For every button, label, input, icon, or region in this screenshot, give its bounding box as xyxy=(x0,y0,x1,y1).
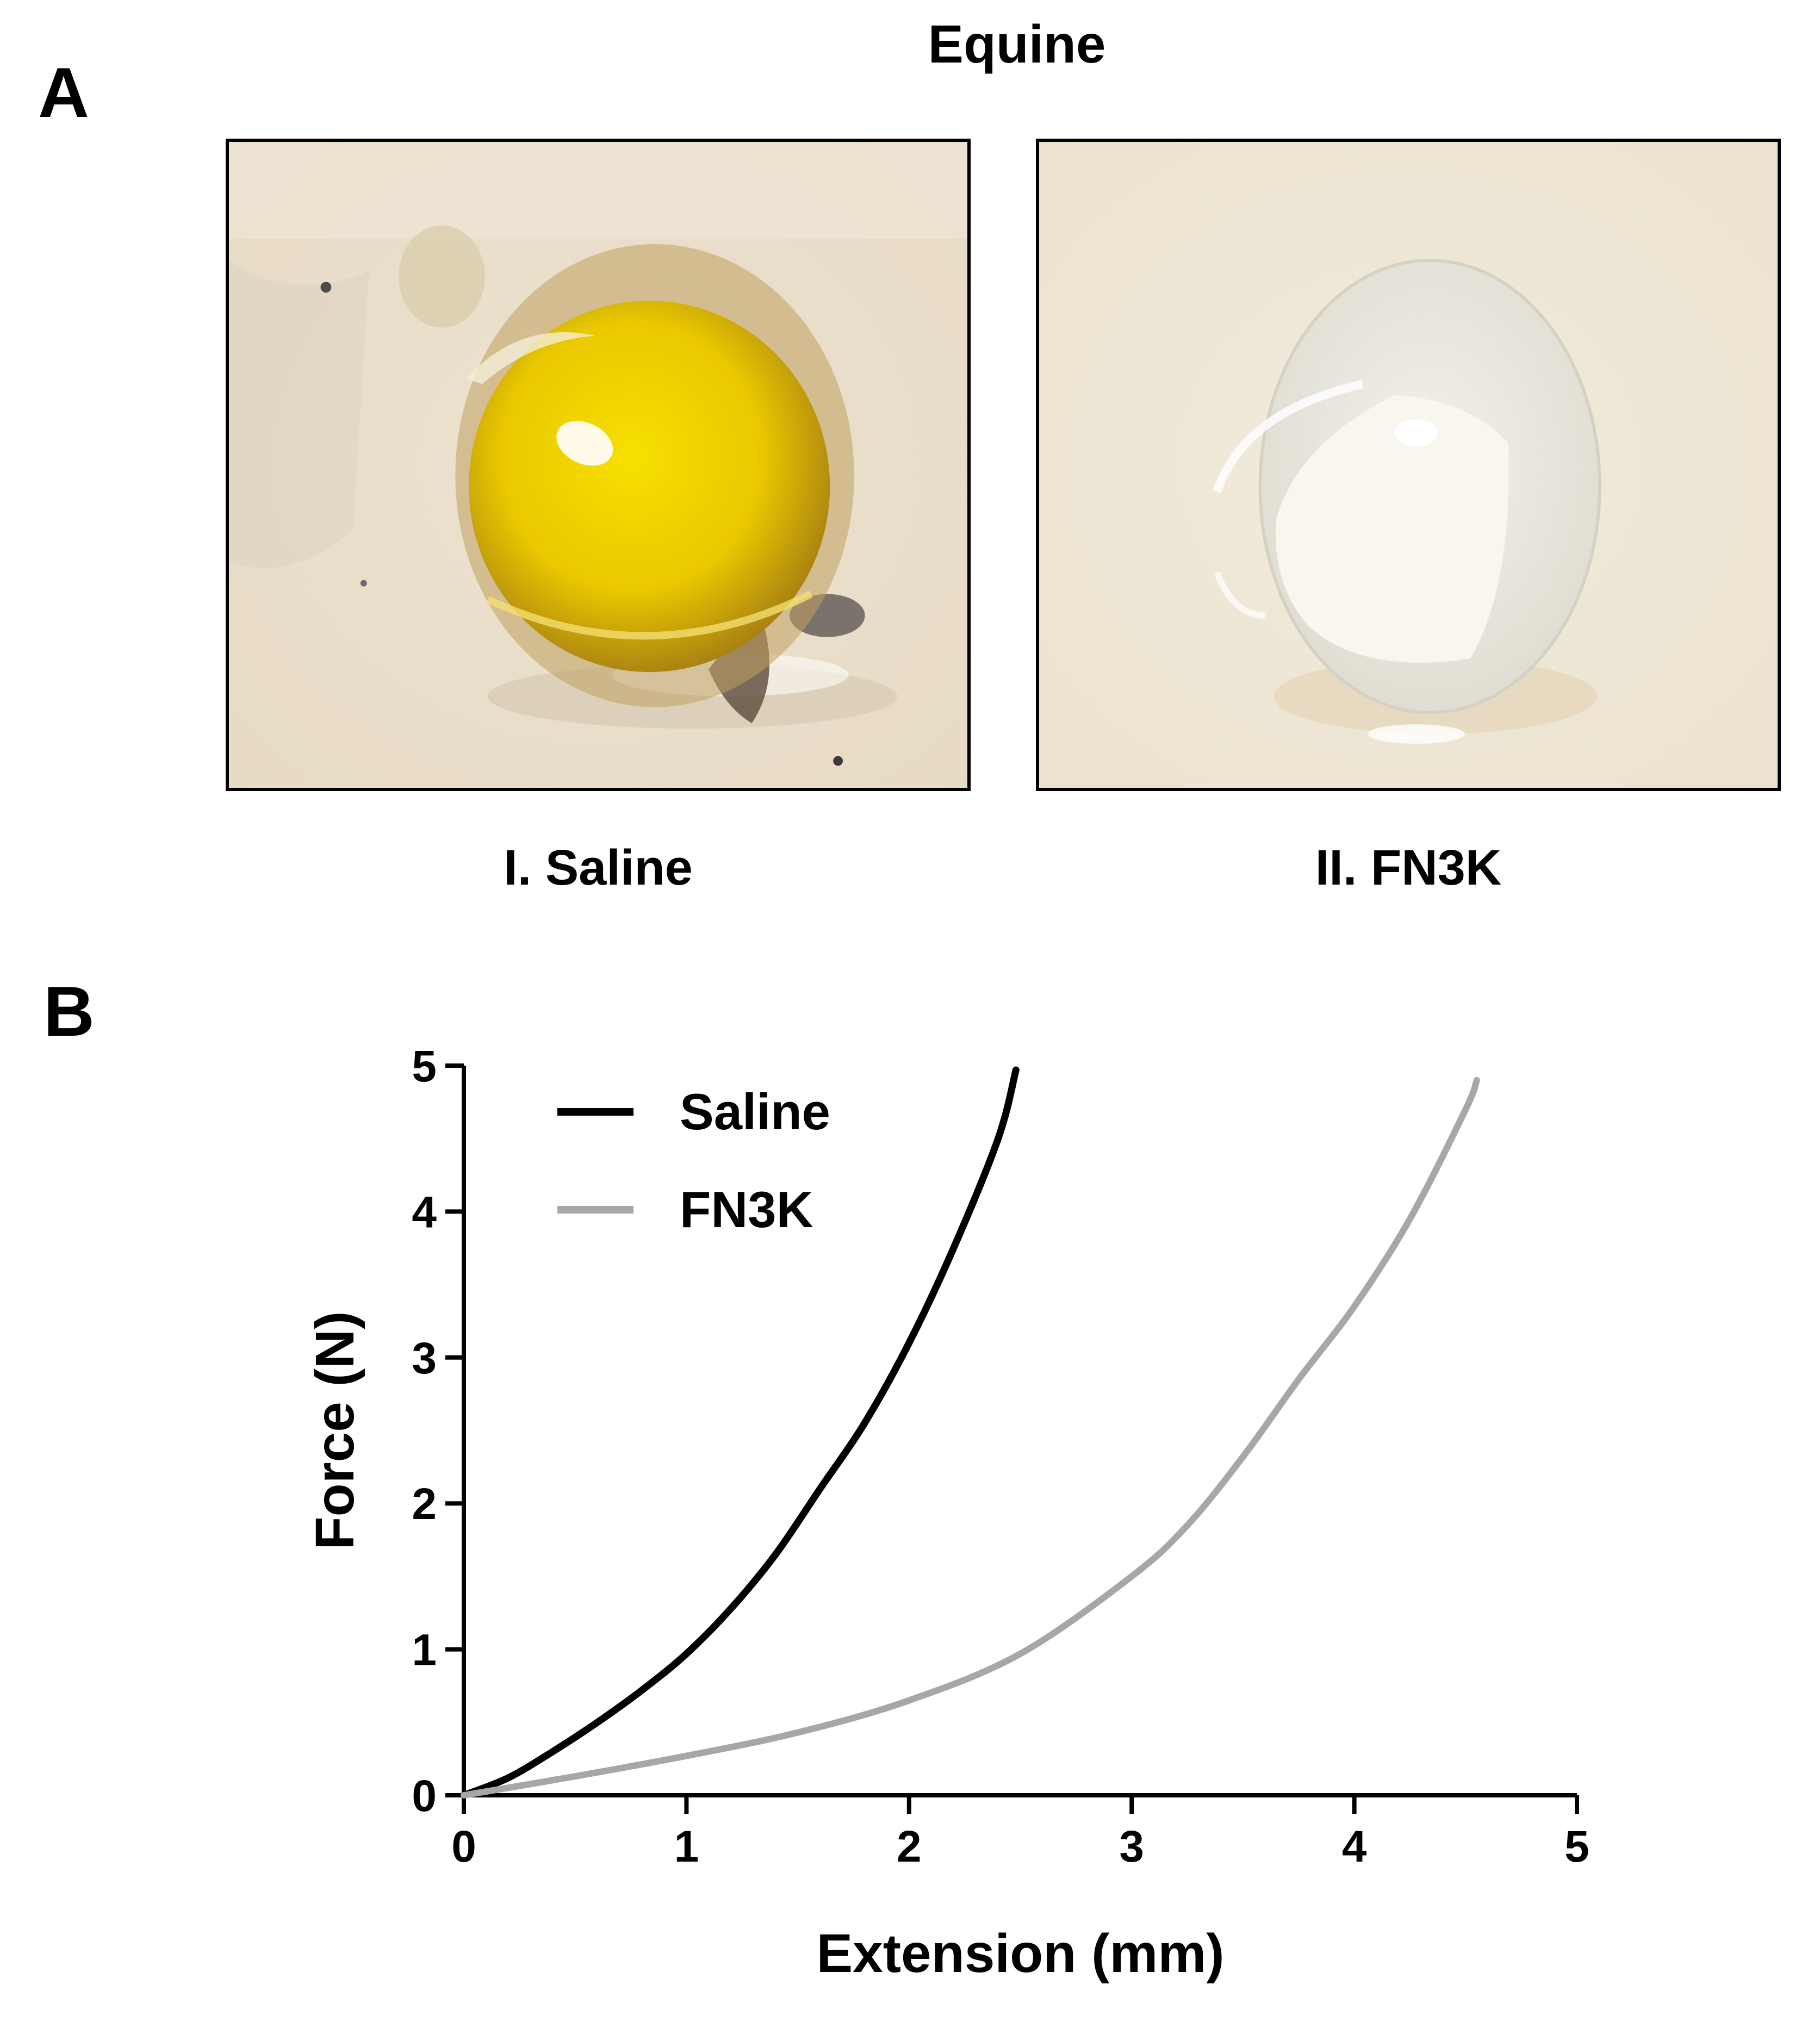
legend-label-saline: Saline xyxy=(680,1083,830,1140)
panel-b-letter: B xyxy=(44,972,95,1051)
y-tick-label: 0 xyxy=(412,1771,437,1821)
panel-a-letter: A xyxy=(38,53,89,132)
figure-title: Equine xyxy=(928,14,1106,74)
yellow-lens-photo xyxy=(229,142,967,788)
y-tick-label: 4 xyxy=(412,1187,437,1237)
x-tick-label: 2 xyxy=(897,1822,922,1871)
y-axis-label: Force (N) xyxy=(305,1311,365,1550)
force-extension-chart: 0 1 2 3 4 5 0 1 2 3 4 5 Extension (mm) Force (N) Salin… xyxy=(0,1006,1820,2022)
series-line-saline xyxy=(460,1066,1020,1799)
y-tick-label: 5 xyxy=(412,1042,437,1091)
photo-label-saline: I. Saline xyxy=(504,840,693,895)
photo-saline-lens xyxy=(226,139,971,791)
y-tick-label: 1 xyxy=(412,1626,437,1675)
legend-label-fn3k: FN3K xyxy=(680,1181,813,1238)
x-tick-label: 5 xyxy=(1564,1822,1589,1871)
series-line-fn3k xyxy=(461,1077,1480,1799)
chart-svg: 0 1 2 3 4 5 0 1 2 3 4 5 Extension (mm) Force (N) Salin… xyxy=(305,1042,1589,1984)
x-tick-label: 3 xyxy=(1119,1822,1144,1871)
clear-lens-photo xyxy=(1039,142,1778,788)
x-tick-label: 4 xyxy=(1342,1822,1367,1871)
y-tick-label: 2 xyxy=(412,1479,437,1529)
x-axis-label: Extension (mm) xyxy=(816,1923,1224,1984)
x-tick-label: 1 xyxy=(674,1822,699,1871)
y-tick-label: 3 xyxy=(412,1334,437,1383)
photo-fn3k-lens xyxy=(1036,139,1781,791)
photo-label-fn3k: II. FN3K xyxy=(1315,840,1502,895)
x-tick-label: 0 xyxy=(451,1822,476,1871)
